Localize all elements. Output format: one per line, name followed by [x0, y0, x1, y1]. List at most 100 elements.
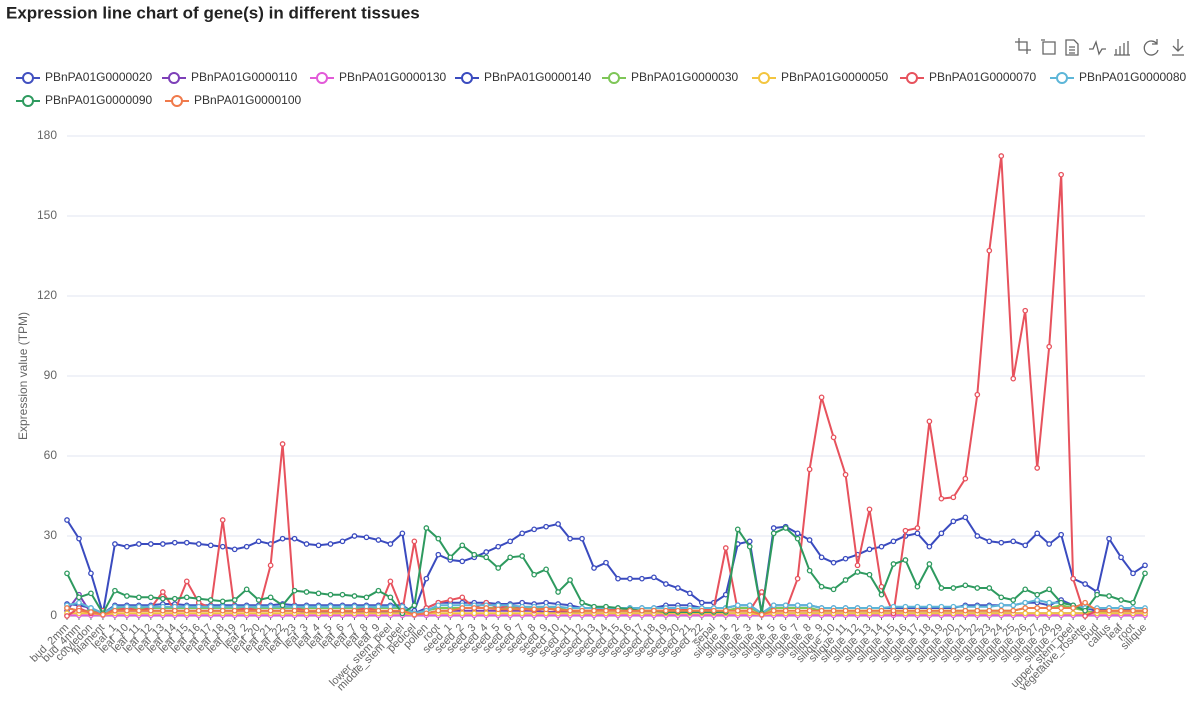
data-point: [950, 494, 957, 501]
data-point: [1022, 586, 1029, 593]
data-point: [124, 607, 130, 614]
data-point: [64, 605, 70, 611]
data-point: [423, 610, 430, 617]
data-point: [555, 521, 561, 527]
legend-item[interactable]: PBnPA01G0000130: [310, 70, 447, 84]
data-point: [519, 553, 526, 559]
data-point: [64, 613, 70, 619]
y-tick-label: 90: [44, 368, 58, 382]
data-point: [387, 578, 394, 585]
data-point: [183, 578, 190, 585]
data-point: [1142, 562, 1148, 569]
data-point: [998, 602, 1005, 609]
legend-item[interactable]: PBnPA01G0000080: [1050, 70, 1187, 84]
data-point: [734, 526, 741, 533]
data-point: [746, 607, 753, 614]
data-point: [866, 607, 873, 614]
data-point: [435, 551, 442, 558]
data-point: [974, 585, 981, 591]
y-tick-label: 0: [50, 608, 57, 622]
data-point: [950, 518, 957, 525]
data-point: [770, 602, 777, 609]
tool-zoom-reset[interactable]: [1041, 39, 1056, 55]
data-point: [303, 589, 310, 595]
data-point: [279, 607, 286, 614]
data-point: [64, 570, 70, 577]
tool-bar[interactable]: [1114, 41, 1130, 56]
data-point: [914, 530, 921, 537]
data-point: [447, 554, 454, 561]
data-point: [147, 594, 154, 601]
legend-label: PBnPA01G0000100: [194, 93, 302, 107]
legend-item[interactable]: PBnPA01G0000020: [16, 70, 153, 84]
legend-item[interactable]: PBnPA01G0000110: [162, 70, 298, 84]
legend-item[interactable]: PBnPA01G0000090: [16, 93, 153, 107]
data-point: [1058, 599, 1065, 606]
data-point: [483, 554, 490, 561]
data-point: [950, 585, 957, 591]
data-point: [1094, 591, 1100, 598]
data-point: [76, 535, 82, 542]
data-point: [938, 607, 945, 614]
data-point: [1070, 575, 1076, 582]
data-point: [579, 607, 585, 614]
legend-item[interactable]: PBnPA01G0000050: [752, 70, 889, 84]
data-point: [183, 607, 190, 614]
data-point: [471, 551, 478, 558]
data-point: [1130, 599, 1136, 606]
data-point: [1010, 607, 1017, 614]
data-point: [195, 595, 202, 602]
data-point: [507, 606, 514, 613]
data-point: [1082, 613, 1088, 619]
data-point: [986, 247, 993, 254]
legend-item[interactable]: PBnPA01G0000070: [900, 70, 1037, 84]
legend-label: PBnPA01G0000130: [339, 70, 447, 84]
data-point: [567, 535, 573, 542]
data-point: [950, 607, 957, 614]
data-point: [806, 567, 813, 574]
data-point: [1070, 610, 1076, 617]
tool-data-view[interactable]: [1065, 39, 1079, 56]
data-point: [866, 571, 873, 578]
legend-item[interactable]: PBnPA01G0000100: [165, 93, 302, 107]
data-point: [938, 585, 945, 591]
tool-zoom[interactable]: [1015, 38, 1031, 54]
data-point: [639, 575, 645, 582]
data-point: [746, 543, 753, 550]
tool-line[interactable]: [1089, 39, 1106, 56]
data-point: [914, 583, 921, 590]
data-point: [531, 606, 537, 613]
data-point: [267, 607, 274, 614]
data-point: [1130, 607, 1136, 614]
legend-marker: [316, 72, 328, 84]
data-point: [603, 607, 609, 614]
data-point: [914, 607, 921, 614]
data-point: [806, 466, 813, 473]
data-point: [806, 602, 813, 609]
legend-item[interactable]: PBnPA01G0000030: [602, 70, 739, 84]
data-point: [207, 597, 214, 603]
data-point: [279, 602, 286, 609]
data-point: [255, 607, 262, 614]
legend-label: PBnPA01G0000080: [1079, 70, 1187, 84]
data-point: [339, 538, 346, 545]
legend-item[interactable]: PBnPA01G0000140: [455, 70, 592, 84]
data-point: [986, 538, 993, 545]
legend-label: PBnPA01G0000110: [191, 70, 298, 84]
data-point: [675, 585, 681, 591]
data-point: [387, 541, 394, 547]
tool-restore[interactable]: [1143, 39, 1159, 56]
tool-save[interactable]: [1172, 39, 1184, 56]
data-point: [183, 539, 190, 546]
data-point: [243, 586, 250, 593]
y-tick-label: 180: [37, 128, 57, 142]
data-point: [327, 591, 334, 598]
data-point: [1010, 602, 1017, 609]
data-point: [734, 602, 741, 609]
data-point: [483, 549, 490, 555]
data-point: [1094, 607, 1100, 614]
data-point: [842, 577, 849, 583]
legend-label: PBnPA01G0000140: [484, 70, 592, 84]
data-point: [794, 530, 801, 537]
data-point: [291, 587, 298, 594]
